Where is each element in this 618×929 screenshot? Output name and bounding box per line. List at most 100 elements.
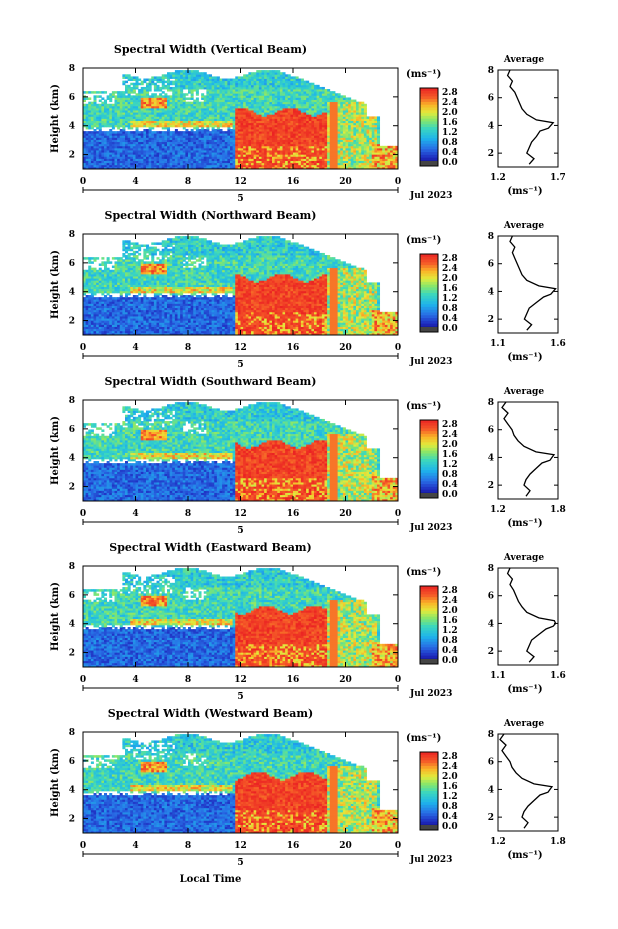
heatmap-cell bbox=[259, 70, 262, 73]
heatmap-cell bbox=[149, 79, 152, 82]
heatmap-cell bbox=[115, 91, 118, 94]
heatmap-cell bbox=[122, 81, 125, 84]
heatmap-cell bbox=[172, 131, 175, 134]
heatmap-cell bbox=[388, 146, 391, 149]
heatmap-cell bbox=[188, 102, 191, 105]
heatmap-cell bbox=[86, 104, 89, 107]
heatmap-cell bbox=[335, 93, 338, 96]
heatmap-cell bbox=[269, 70, 272, 73]
heatmap-cell bbox=[94, 95, 97, 98]
heatmap-cell bbox=[191, 70, 194, 73]
heatmap-cell bbox=[104, 100, 107, 103]
heatmap-cell bbox=[301, 79, 304, 82]
heatmap-cell bbox=[204, 129, 207, 132]
heatmap-cell bbox=[164, 93, 167, 96]
heatmap bbox=[83, 70, 398, 169]
heatmap-cell bbox=[188, 131, 191, 134]
heatmap-cell bbox=[262, 70, 265, 73]
heatmap-cell bbox=[162, 74, 165, 77]
heatmap-cell bbox=[154, 93, 157, 96]
panel-0: Spectral Width (Vertical Beam)2468Height… bbox=[50, 43, 566, 204]
heatmap-cell bbox=[385, 146, 388, 149]
heatmap-cell bbox=[256, 70, 259, 73]
heatmap-cell bbox=[193, 70, 196, 73]
heatmap-cell bbox=[233, 79, 236, 82]
heatmap-cell bbox=[230, 79, 233, 82]
heatmap-cell bbox=[288, 74, 291, 77]
heatmap-cell bbox=[272, 70, 275, 73]
heatmap-cell bbox=[130, 76, 133, 79]
heatmap-cell bbox=[128, 131, 131, 134]
heatmap-cell bbox=[230, 129, 233, 132]
heatmap-cell bbox=[112, 131, 115, 134]
heatmap-cell bbox=[170, 131, 173, 134]
heatmap-cell bbox=[217, 76, 220, 79]
heatmap-cell bbox=[107, 131, 110, 134]
heatmap-cell bbox=[130, 87, 133, 90]
heatmap-cell bbox=[164, 131, 167, 134]
heatmap-cell bbox=[214, 129, 217, 132]
heatmap-cell bbox=[122, 74, 125, 77]
heatmap-cell bbox=[319, 87, 322, 90]
heatmap-cell bbox=[120, 91, 123, 94]
heatmap-cell bbox=[172, 87, 175, 90]
heatmap-cell bbox=[201, 102, 204, 105]
heatmap-cell bbox=[191, 102, 194, 105]
heatmap-cell bbox=[172, 72, 175, 75]
heatmap-cell bbox=[183, 131, 186, 134]
heatmap-cell bbox=[201, 72, 204, 75]
heatmap-cell bbox=[180, 131, 183, 134]
heatmap-cell bbox=[201, 93, 204, 96]
heatmap-cell bbox=[204, 95, 207, 98]
heatmap-cell bbox=[196, 70, 199, 73]
heatmap-cell bbox=[99, 104, 102, 107]
heatmap-cell bbox=[185, 97, 188, 100]
heatmap-cell bbox=[94, 91, 97, 94]
heatmap-cell bbox=[212, 76, 215, 79]
heatmap-cell bbox=[238, 76, 241, 79]
heatmap-cell bbox=[380, 146, 383, 149]
heatmap-cell bbox=[314, 85, 317, 88]
heatmap-cell bbox=[141, 81, 144, 84]
heatmap-cell bbox=[359, 102, 362, 105]
heatmap-cell bbox=[280, 72, 283, 75]
heatmap-cell bbox=[222, 79, 225, 82]
heatmap-cell bbox=[88, 102, 91, 105]
heatmap-cell bbox=[222, 131, 225, 134]
heatmap-cell bbox=[120, 129, 123, 132]
heatmap-cell bbox=[136, 93, 139, 96]
heatmap-cell bbox=[159, 76, 162, 79]
heatmap-cell bbox=[170, 81, 173, 84]
heatmap-cell bbox=[130, 95, 133, 98]
heatmap-cell bbox=[220, 79, 223, 82]
heatmap-cell bbox=[296, 76, 299, 79]
heatmap-cell bbox=[178, 131, 181, 134]
heatmap-cell bbox=[146, 83, 149, 86]
heatmap-cell bbox=[188, 97, 191, 100]
heatmap-cell bbox=[322, 87, 325, 90]
panel-title: Spectral Width (Vertical Beam) bbox=[114, 43, 307, 56]
heatmap-cell bbox=[332, 91, 335, 94]
heatmap-cell bbox=[125, 74, 128, 77]
heatmap-cell bbox=[199, 72, 202, 75]
heatmap-cell bbox=[170, 87, 173, 90]
heatmap-cell bbox=[157, 76, 160, 79]
heatmap-cell bbox=[277, 70, 280, 73]
heatmap-cell bbox=[99, 91, 102, 94]
heatmap-cell bbox=[170, 95, 173, 98]
heatmap-cell bbox=[141, 87, 144, 90]
heatmap-cell bbox=[151, 131, 154, 134]
heatmap-cell bbox=[91, 102, 94, 105]
heatmap-cell bbox=[251, 72, 254, 75]
heatmap-cell bbox=[141, 131, 144, 134]
heatmap-cell bbox=[304, 81, 307, 84]
heatmap-cell bbox=[206, 74, 209, 77]
heatmap-cell bbox=[367, 116, 370, 119]
heatmap-cell bbox=[285, 74, 288, 77]
heatmap-cell bbox=[151, 93, 154, 96]
heatmap-cell bbox=[146, 79, 149, 82]
heatmap-cell bbox=[346, 97, 349, 100]
heatmap-cell bbox=[309, 83, 312, 86]
heatmap-cell bbox=[275, 70, 278, 73]
